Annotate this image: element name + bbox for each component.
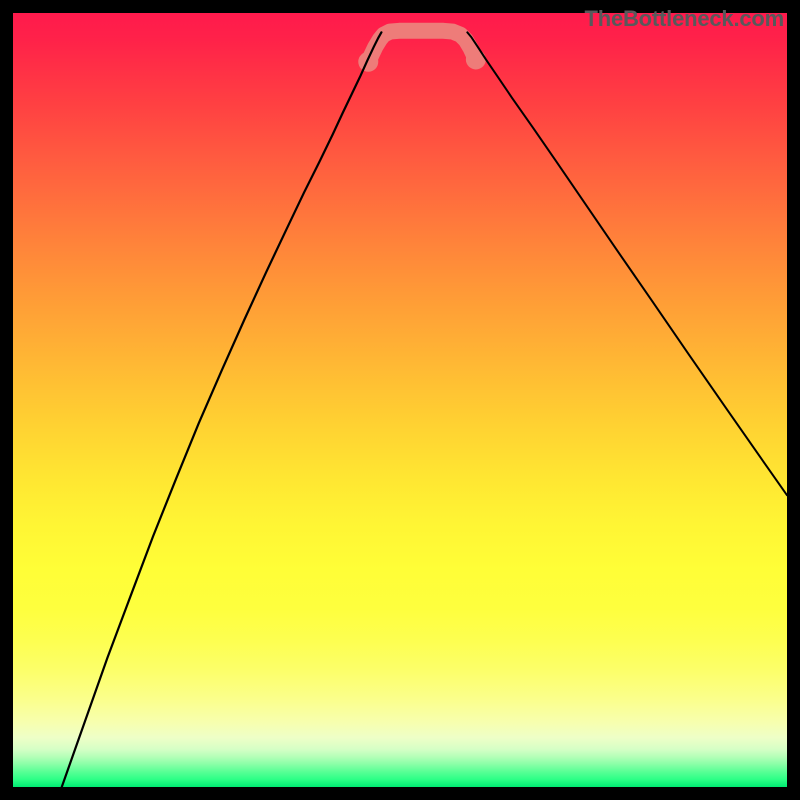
plot-area bbox=[13, 13, 787, 787]
watermark-text: TheBottleneck.com bbox=[584, 6, 784, 32]
chart-frame: TheBottleneck.com bbox=[0, 0, 800, 800]
gradient-background bbox=[13, 13, 787, 787]
